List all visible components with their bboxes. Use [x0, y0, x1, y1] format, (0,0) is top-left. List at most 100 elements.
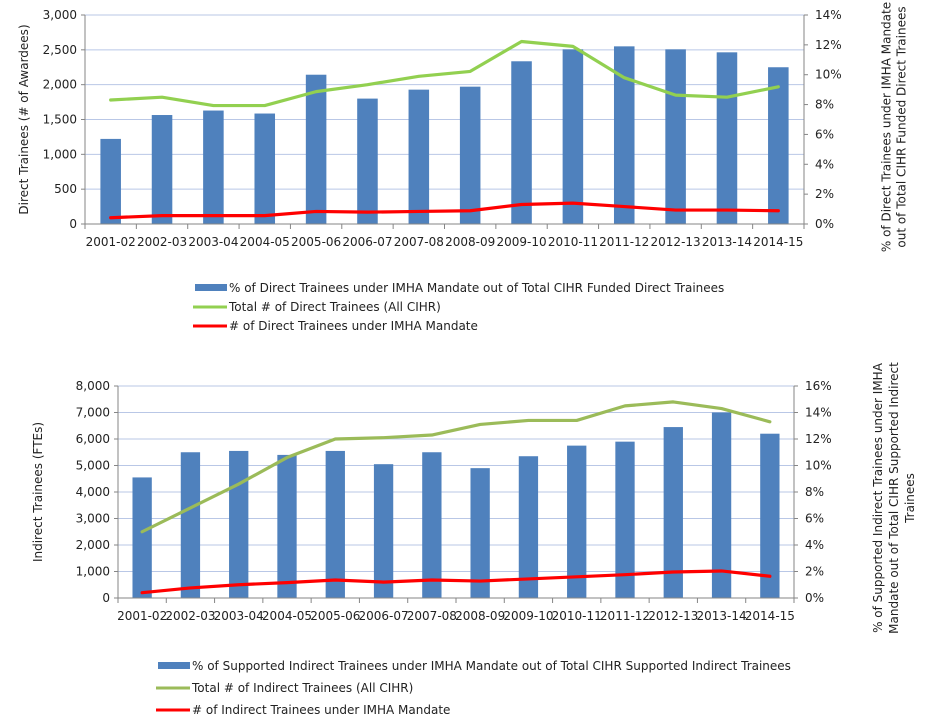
x-tick-label: 2012-13: [651, 235, 701, 249]
bar: [422, 452, 442, 598]
x-tick-label: 2007-08: [394, 235, 444, 249]
bar: [357, 98, 378, 224]
bar: [373, 464, 394, 598]
bar: [613, 46, 635, 224]
y2-tick-label: 0%: [805, 591, 824, 605]
legend-swatch-bar: [158, 662, 190, 669]
x-tick-label: 2006-07: [359, 609, 409, 623]
x-tick-label: 2013-14: [697, 609, 747, 623]
x-tick-label: 2014-15: [753, 235, 803, 249]
x-tick-label: 2010-11: [552, 609, 602, 623]
series-line: [140, 400, 772, 534]
x-tick-label: 2002-03: [137, 235, 187, 249]
y2-tick-label: 2%: [805, 565, 824, 579]
legend-label: Total # of Direct Trainees (All CIHR): [228, 300, 441, 314]
y-axis-title: Indirect Trainees (FTEs): [31, 422, 45, 562]
bar: [768, 67, 789, 224]
bar: [151, 115, 173, 224]
y2-tick-label: 10%: [805, 459, 832, 473]
chart-direct: 0 500 1,000 1,500 2,000 2,500 3,000 0% 2% 4% 6% 8% 1…: [17, 2, 909, 333]
x-tick-label: 2006-07: [342, 235, 392, 249]
y2-tick-label: 4%: [805, 538, 824, 552]
bar: [229, 450, 249, 598]
y2-tick-label: 6%: [805, 512, 824, 526]
bar: [408, 89, 430, 225]
x-tick-label: 2002-03: [165, 609, 215, 623]
x-tick-label: 2004-05: [262, 609, 312, 623]
x-tick-label: 2010-11: [548, 235, 598, 249]
bar: [567, 445, 587, 598]
x-tick-label: 2009-10: [496, 235, 546, 249]
y2-tick-label: 0%: [815, 217, 834, 231]
y-tick-label: 2,000: [43, 78, 77, 92]
x-tick-label: 2001-02: [86, 235, 136, 249]
bar: [470, 468, 490, 598]
bar: [716, 52, 738, 225]
series-line: [109, 39, 780, 108]
y-tick-label: 3,000: [76, 512, 110, 526]
y2-axis-title: % of Supported Indirect Trainees under I…: [871, 362, 885, 633]
y2-tick-label: 4%: [815, 157, 834, 171]
y-tick-label: 500: [54, 182, 77, 196]
x-tick-label: 2014-15: [745, 609, 795, 623]
y-tick-label: 1,000: [76, 565, 110, 579]
y2-tick-label: 10%: [815, 68, 842, 82]
bar: [254, 113, 276, 224]
bar: [100, 138, 121, 224]
y-tick-label: 1,500: [43, 113, 77, 127]
x-tick-label: 2011-12: [599, 235, 649, 249]
bar: [760, 433, 780, 598]
y2-tick-label: 14%: [815, 8, 842, 22]
bar: [711, 412, 732, 598]
y-tick-label: 6,000: [76, 432, 110, 446]
y2-tick-label: 14%: [805, 406, 832, 420]
x-tick-label: 2005-06: [310, 609, 360, 623]
bar: [180, 452, 201, 598]
y2-axis-title: Trainees: [903, 473, 917, 524]
y-tick-label: 4,000: [76, 485, 110, 499]
bar: [665, 49, 686, 225]
legend-label: % of Direct Trainees under IMHA Mandate …: [229, 281, 724, 295]
legend-label: # of Direct Trainees under IMHA Mandate: [229, 319, 478, 333]
y-tick-label: 7,000: [76, 406, 110, 420]
y-tick-label: 8,000: [76, 379, 110, 393]
bar: [518, 456, 539, 598]
legend-label: % of Supported Indirect Trainees under I…: [192, 659, 791, 673]
y2-tick-label: 8%: [805, 485, 824, 499]
y2-axis-title: % of Direct Trainees under IMHA Mandate: [880, 2, 894, 252]
x-tick-label: 2009-10: [503, 609, 553, 623]
x-tick-label: 2013-14: [702, 235, 752, 249]
legend-swatch-bar: [195, 284, 227, 291]
x-tick-label: 2001-02: [117, 609, 167, 623]
legend-label: Total # of Indirect Trainees (All CIHR): [191, 681, 413, 695]
y2-tick-label: 16%: [805, 379, 832, 393]
x-tick-label: 2003-04: [214, 609, 264, 623]
bar: [277, 454, 297, 598]
legend-label: # of Indirect Trainees under IMHA Mandat…: [192, 703, 450, 717]
y2-tick-label: 2%: [815, 187, 834, 201]
bar: [325, 450, 345, 598]
y2-tick-label: 12%: [805, 432, 832, 446]
x-tick-label: 2004-05: [240, 235, 290, 249]
y2-axis-title: Mandate out of Total CIHR Supported Indi…: [887, 362, 901, 634]
y-tick-label: 2,000: [76, 538, 110, 552]
series-line: [140, 569, 772, 595]
y-tick-label: 0: [102, 591, 110, 605]
y-tick-label: 2,500: [43, 43, 77, 57]
y-tick-label: 3,000: [43, 8, 77, 22]
y-tick-label: 5,000: [76, 459, 110, 473]
y-axis-title: Direct Trainees (# of Awardees): [17, 24, 31, 214]
x-tick-label: 2008-09: [445, 235, 495, 249]
y2-tick-label: 8%: [815, 98, 834, 112]
y2-axis-title: out of Total CIHR Funded Direct Trainees: [895, 6, 909, 247]
bar: [562, 49, 584, 225]
x-tick-label: 2007-08: [407, 609, 457, 623]
chart-indirect: 0 1,000 2,000 3,000 4,000 5,000 6,000 7,000 8,00…: [31, 362, 917, 717]
bar: [305, 74, 327, 224]
y2-tick-label: 12%: [815, 38, 842, 52]
x-tick-label: 2003-04: [188, 235, 238, 249]
bar: [132, 477, 152, 598]
bar: [203, 110, 224, 224]
bar: [459, 86, 481, 225]
bar: [663, 427, 683, 598]
